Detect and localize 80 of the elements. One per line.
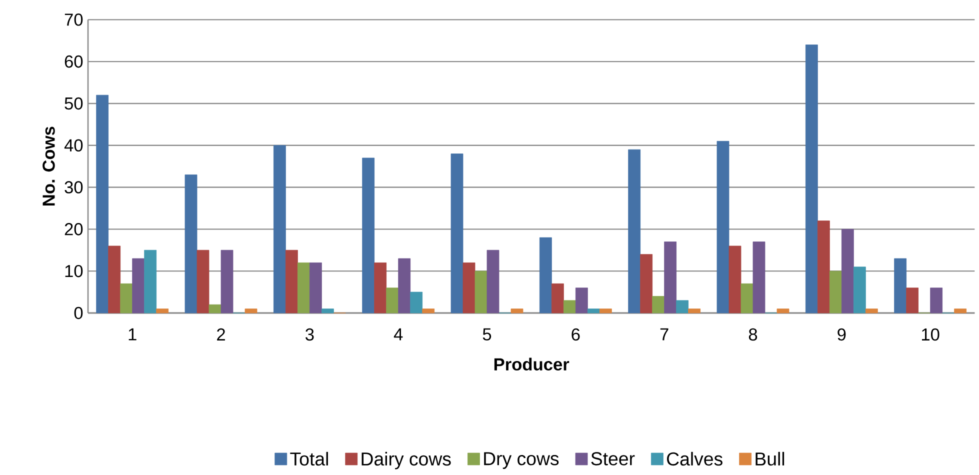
bar [664,242,677,314]
bar [398,258,411,314]
x-tick-label: 4 [394,328,403,340]
bar [208,304,222,314]
bar [410,292,423,314]
x-tick-label: 6 [572,328,580,341]
bar [688,308,701,314]
bar [297,262,310,314]
bar [486,250,500,314]
bar [474,270,488,314]
y-tick-label: 50 [64,97,83,110]
y-tick-label: 10 [65,264,83,278]
bar [220,250,234,314]
bar [309,262,322,314]
bar [462,262,476,314]
legend-label: Bull [756,452,784,466]
bar [599,308,612,314]
bar [676,300,689,314]
bar [374,262,387,314]
y-tick-label: 30 [64,181,83,194]
bar [144,250,157,314]
bar [450,154,464,314]
legend-label: Calves [667,452,722,466]
x-tick-label: 10 [922,328,940,341]
bar [817,220,830,314]
x-tick-label: 2 [217,328,225,340]
bar [894,258,907,314]
bar [841,228,854,314]
bar [132,258,145,314]
x-tick-label: 5 [482,328,492,340]
x-tick-label: 7 [660,328,668,340]
bar [575,288,588,314]
bar [551,283,564,314]
bar [906,288,919,314]
y-tick-label: 20 [64,223,83,236]
x-axis-title: Producer [494,358,570,371]
x-tick-label: 1 [128,328,136,340]
bar [120,283,133,314]
bar [510,308,524,314]
bar [776,308,790,314]
y-tick-label: 60 [64,55,83,68]
bar [386,288,399,314]
bar [156,308,169,314]
bar [422,308,435,314]
y-axis-title: No. Cows [42,126,55,206]
bar [285,250,298,314]
legend-label: Total [290,452,328,466]
bar [587,308,600,314]
x-tick-label: 3 [306,328,314,341]
bar [244,308,258,314]
bar [716,140,730,314]
bar [539,237,552,314]
x-tick-label: 9 [838,328,846,341]
x-tick-label: 8 [748,328,758,341]
bar [628,149,641,314]
bar [954,308,967,314]
bar [362,158,375,314]
bar [829,270,842,314]
bar [652,296,665,314]
y-tick-label: 70 [64,14,83,26]
bar [740,283,754,314]
bar [752,242,766,314]
legend-label: Dairy cows [362,452,451,470]
bar [96,94,109,314]
bar [563,300,576,314]
bar [273,145,286,314]
bar [728,246,742,314]
bar [196,250,210,314]
bar [321,308,334,314]
legend-label: Dry cows [484,452,559,469]
bar [930,288,943,314]
bar [853,266,866,314]
bar [108,246,121,314]
bar [805,44,818,314]
y-tick-label: 40 [64,139,83,152]
bar [640,254,653,314]
legend-label: Steer [591,452,635,466]
bar [184,174,198,314]
bar [865,308,878,314]
y-tick-label: 0 [74,306,83,320]
